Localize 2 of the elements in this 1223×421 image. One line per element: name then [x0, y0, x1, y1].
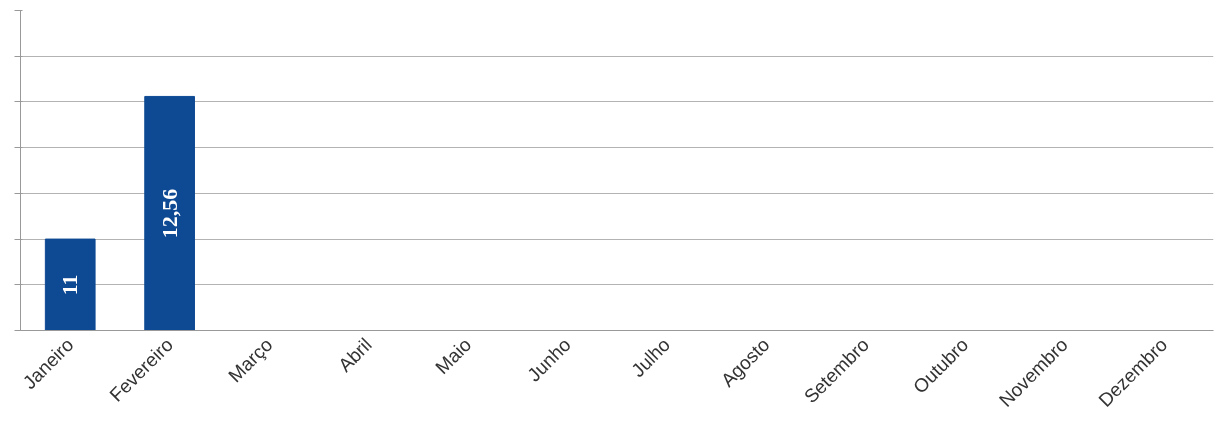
data-label: 11 [57, 274, 83, 296]
data-label: 12,56 [156, 188, 182, 239]
